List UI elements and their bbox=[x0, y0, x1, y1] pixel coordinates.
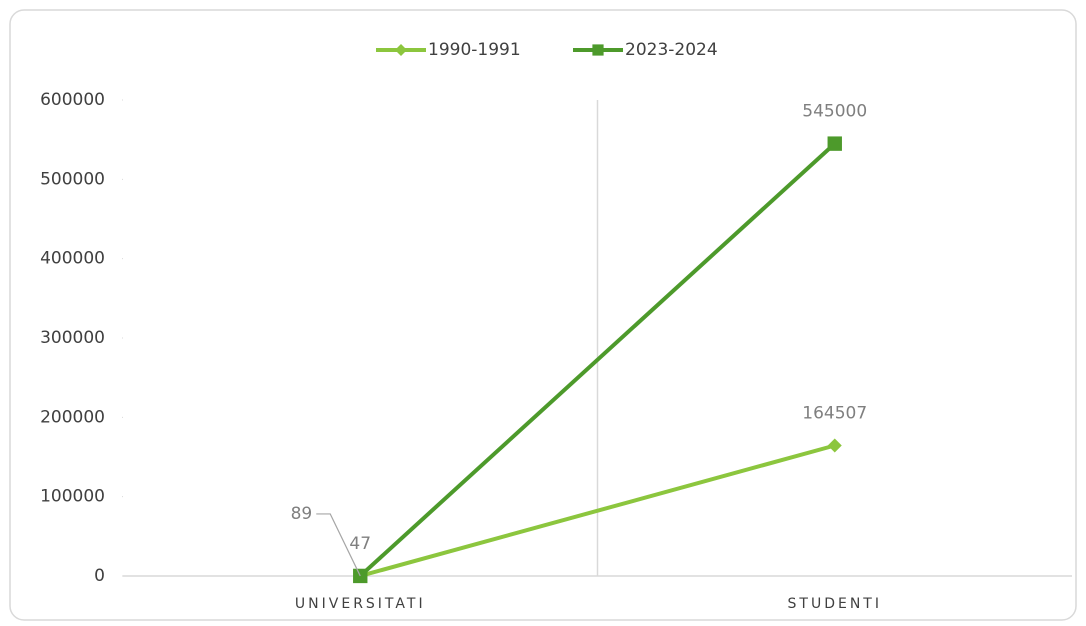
y-tick-label: 200000 bbox=[40, 407, 105, 427]
data-label: 89 bbox=[291, 504, 313, 524]
marker bbox=[395, 44, 407, 56]
legend-label: 2023-2024 bbox=[625, 40, 718, 60]
y-tick-label: 0 bbox=[94, 566, 105, 586]
series-line bbox=[359, 443, 836, 578]
data-label: 164507 bbox=[802, 403, 867, 423]
y-tick-label: 100000 bbox=[40, 487, 105, 507]
leader-line bbox=[316, 513, 361, 577]
legend-label: 1990-1991 bbox=[428, 40, 521, 60]
marker bbox=[827, 438, 842, 453]
x-tick-label: UNIVERSITATI bbox=[295, 596, 426, 612]
marker bbox=[592, 44, 604, 56]
data-label: 545000 bbox=[802, 102, 867, 122]
chart-frame bbox=[9, 9, 1077, 621]
y-tick-label: 300000 bbox=[40, 328, 105, 348]
y-tick-label: 600000 bbox=[40, 90, 105, 110]
y-tick-label: 500000 bbox=[40, 169, 105, 189]
data-label: 47 bbox=[349, 534, 371, 554]
series-line bbox=[358, 142, 837, 578]
marker bbox=[827, 136, 842, 151]
y-tick-label: 400000 bbox=[40, 249, 105, 269]
x-tick-label: STUDENTI bbox=[788, 596, 882, 612]
